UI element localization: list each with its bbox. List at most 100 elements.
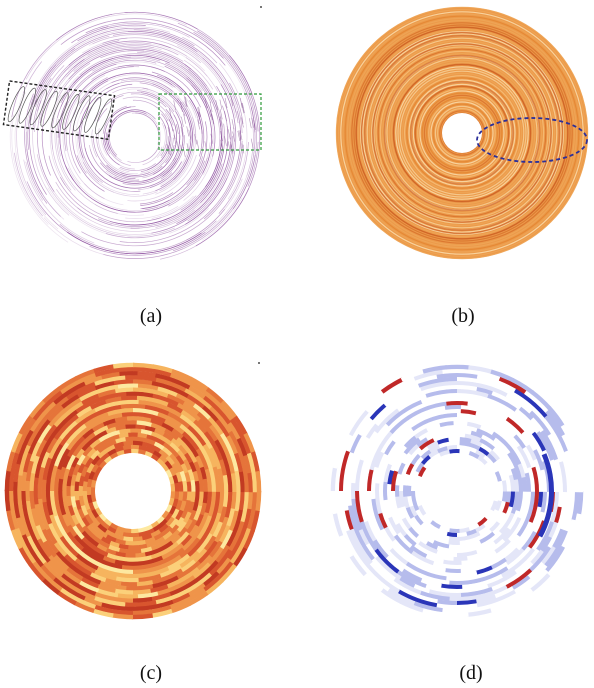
heat-cell <box>65 536 87 559</box>
stripe-mark <box>94 98 113 135</box>
ring-arc <box>75 96 115 193</box>
heat-cell <box>72 463 81 476</box>
diverging-cell <box>347 504 360 535</box>
ring-arc <box>156 122 166 158</box>
heat-cell <box>40 400 57 418</box>
heat-cell <box>82 445 94 457</box>
diverging-cell <box>410 490 417 502</box>
ring-arc <box>60 176 162 223</box>
ring-arc <box>165 145 175 164</box>
stripe <box>209 109 213 121</box>
diverging-cell <box>330 466 338 491</box>
ring-arc <box>78 97 96 159</box>
stripe <box>186 126 190 137</box>
ring-arc <box>179 179 222 223</box>
stripe <box>238 130 242 141</box>
heat-cell <box>18 443 32 476</box>
heat-cell <box>159 454 169 464</box>
heat-cell <box>202 514 217 539</box>
ring-arc <box>118 167 130 173</box>
diverging-cell <box>428 449 440 459</box>
diverging-cell <box>429 564 446 573</box>
ring-arc <box>140 200 170 210</box>
diverging-cell <box>521 491 528 506</box>
diverging-cell <box>513 548 540 575</box>
diverging-cell <box>386 401 403 415</box>
diverging-cell <box>496 511 507 525</box>
diverging-cell <box>516 431 531 448</box>
heat-cell <box>47 554 66 573</box>
ring-arc <box>186 156 204 186</box>
heat-cell <box>82 596 103 607</box>
heat-cell <box>8 489 20 530</box>
heat-cell <box>34 450 46 479</box>
diverging-cell <box>493 538 512 555</box>
ring-arc <box>183 100 197 136</box>
ring <box>373 44 551 222</box>
diverging-cell <box>420 516 431 528</box>
diverging-cell <box>532 511 545 534</box>
diverging-cell <box>559 510 570 532</box>
ring-arc <box>142 120 193 195</box>
diverging-cell <box>363 445 379 477</box>
diverging-cell <box>374 420 397 449</box>
diverging-cell <box>338 489 350 532</box>
ring <box>430 101 494 165</box>
diverging-cell <box>475 449 487 459</box>
ring-arc <box>35 64 57 98</box>
heat-cell <box>107 448 117 456</box>
ring-arc <box>160 135 185 180</box>
heat-cell <box>182 480 188 492</box>
diverging-cell <box>402 526 421 545</box>
heat-cell <box>33 476 39 505</box>
heat-cell <box>136 604 156 612</box>
diverging-cell <box>448 594 480 602</box>
ring-arc <box>186 77 212 117</box>
heat-cell <box>242 529 256 551</box>
diverging-cell <box>527 491 536 516</box>
diverging-cell <box>402 549 418 563</box>
heat-cell <box>101 371 121 380</box>
heat-cell <box>29 549 44 568</box>
stripe <box>224 136 227 147</box>
heat-cell <box>76 453 87 466</box>
diverging-cell <box>529 573 551 593</box>
diverging-cell <box>426 422 442 432</box>
diverging-cell <box>382 574 402 590</box>
heat-cell <box>80 576 100 589</box>
diverging-cell <box>359 520 378 552</box>
heat-cell <box>162 530 173 541</box>
heat-cell <box>133 379 154 386</box>
heat-cell <box>75 447 86 460</box>
ring <box>353 24 571 242</box>
heat-cell <box>170 601 192 614</box>
diverging-cell <box>469 535 483 544</box>
heat-cell <box>94 400 118 413</box>
diverging-cell <box>471 369 502 382</box>
heat-cell <box>57 477 64 491</box>
diverging-cell <box>493 510 503 522</box>
heat-cell <box>144 536 156 545</box>
heat-cell <box>219 439 231 458</box>
diverging-cell <box>455 584 489 594</box>
heat-cell <box>156 585 178 597</box>
diverging-cell <box>382 480 388 501</box>
stripe <box>196 139 200 150</box>
heat-cell <box>203 430 217 448</box>
ring-arc <box>82 37 128 54</box>
ring-arc <box>47 187 205 239</box>
heat-cell <box>10 431 24 453</box>
diverging-cell <box>363 389 385 409</box>
heat-cell <box>100 451 111 461</box>
ring-arc <box>133 29 243 134</box>
heat-cell <box>129 548 142 554</box>
heat-cell <box>56 511 71 534</box>
diverging-cell <box>475 594 497 604</box>
ring-arc <box>229 82 244 125</box>
diverging-cell <box>395 522 407 537</box>
diverging-cell <box>412 600 443 613</box>
diverging-cell <box>401 452 412 465</box>
ring-arc <box>149 161 182 188</box>
heat-cell <box>41 478 47 503</box>
ring <box>368 39 556 227</box>
